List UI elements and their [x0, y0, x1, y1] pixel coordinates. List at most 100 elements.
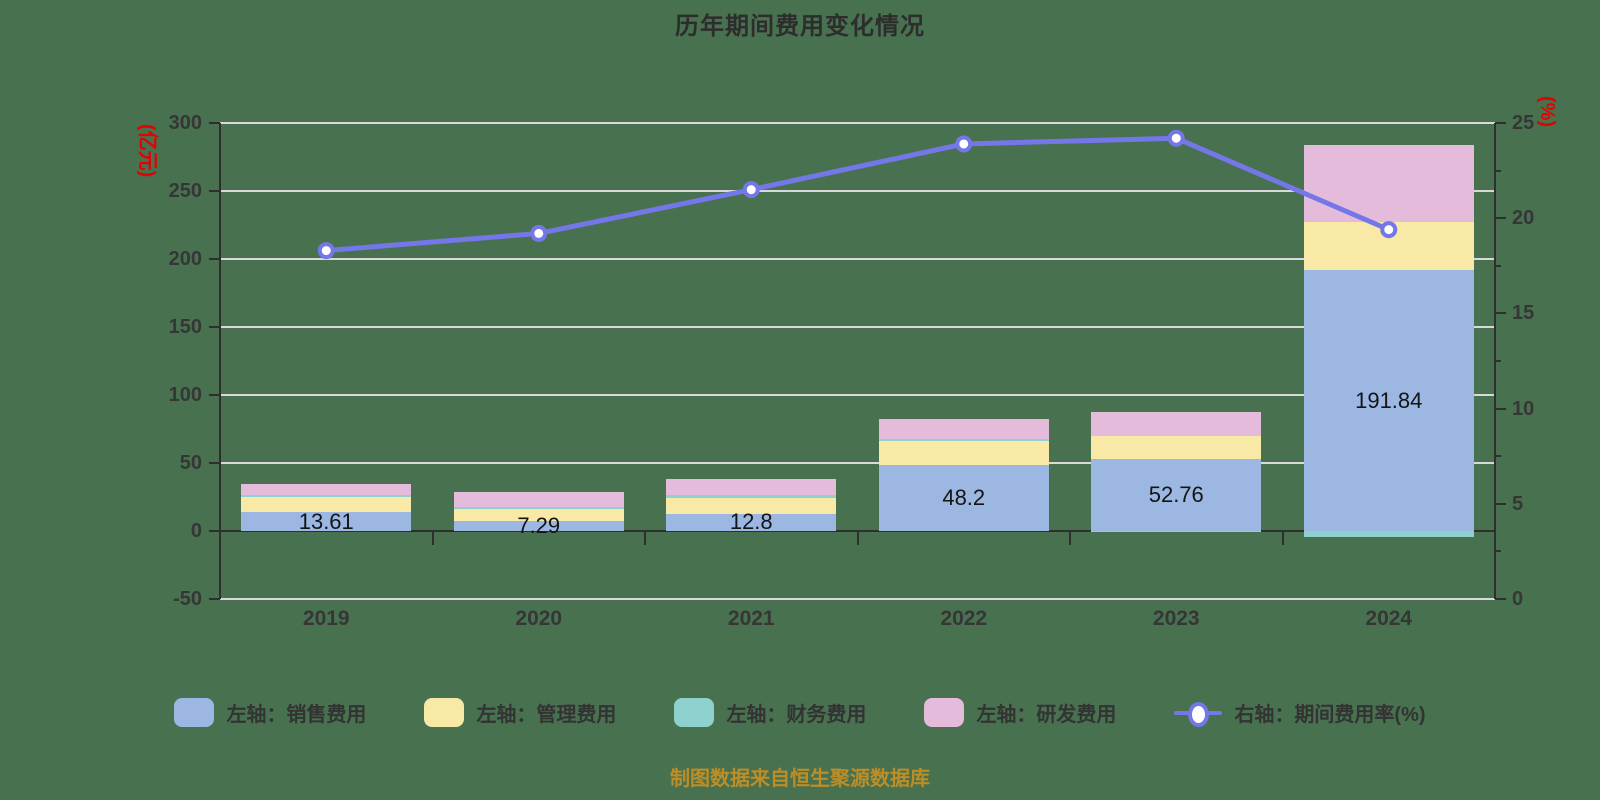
left-axis-tick-label: -50 [173, 588, 202, 610]
x-axis-label: 2023 [1152, 607, 1200, 630]
right-axis-minor-tick [1495, 550, 1501, 553]
x-axis-label: 2022 [940, 607, 988, 630]
bar-segment-rnd[interactable] [453, 492, 624, 508]
bar-segment-rnd[interactable] [241, 484, 412, 495]
bar-segment-rnd[interactable] [1091, 411, 1262, 436]
left-axis-tick [209, 394, 220, 396]
bar-segment-finance[interactable] [1303, 531, 1474, 537]
left-axis-tick-label: 250 [168, 180, 202, 202]
legend: 左轴：销售费用 左轴：管理费用 左轴：财务费用 左轴：研发费用 右轴：期间费用率(%) [0, 698, 1600, 727]
left-axis-tick [209, 190, 220, 192]
legend-label: 左轴：销售费用 [226, 704, 367, 726]
left-axis-tick-label: 0 [190, 520, 202, 542]
rate-line-marker[interactable] [317, 242, 335, 260]
bar-segment-sales[interactable] [1091, 459, 1262, 531]
left-axis-line [219, 123, 221, 599]
grid-line [220, 598, 1495, 600]
right-axis-minor-tick [1495, 455, 1501, 458]
bar-value-label: 191.84 [1355, 387, 1423, 413]
right-axis-tick-label: 0 [1512, 588, 1524, 610]
bar-value-label: 12.8 [729, 509, 773, 535]
bar-segment-admin[interactable] [878, 440, 1049, 466]
bar-value-label: 48.2 [942, 485, 986, 511]
chart-title: 历年期间费用变化情况 [675, 13, 925, 40]
bar-segment-sales[interactable] [666, 513, 837, 531]
rate-line-marker[interactable] [742, 181, 760, 199]
legend-swatch-icon [424, 698, 465, 727]
left-axis-tick-label: 100 [168, 384, 202, 406]
legend-item-admin[interactable]: 左轴：管理费用 [424, 698, 616, 727]
rate-line [326, 135, 1390, 254]
right-axis-tick [1495, 598, 1506, 600]
grid-line [220, 258, 1495, 260]
bar-segment-admin[interactable] [241, 497, 412, 513]
right-axis-tick-label: 5 [1512, 492, 1524, 515]
bar-segment-sales[interactable] [1303, 270, 1474, 531]
left-axis-tick [209, 530, 220, 532]
grid-line [220, 394, 1495, 396]
rate-line-marker[interactable] [955, 135, 973, 153]
x-axis-tick [644, 531, 646, 545]
left-axis-tick [209, 326, 220, 328]
bar-segment-sales[interactable] [453, 521, 624, 531]
legend-item-rnd[interactable]: 左轴：研发费用 [924, 698, 1116, 727]
bar-segment-sales[interactable] [878, 465, 1049, 531]
right-axis-tick [1495, 312, 1506, 315]
bar-segment-admin[interactable] [1091, 435, 1262, 460]
left-axis-tick [209, 462, 220, 464]
rate-line-marker[interactable] [530, 224, 548, 242]
x-axis-tick [1281, 531, 1284, 545]
bar-segment-rnd[interactable] [666, 479, 837, 496]
data-source-credit: 制图数据来自恒生聚源数据库 [670, 768, 930, 790]
bar-segment-rnd[interactable] [1303, 145, 1474, 222]
left-axis-tick [209, 598, 220, 600]
bar-value-label: 7.29 [517, 513, 561, 539]
legend-item-finance[interactable]: 左轴：财务费用 [674, 698, 866, 727]
right-axis-tick [1495, 122, 1506, 124]
grid-line [220, 326, 1495, 328]
bar-value-label: 52.76 [1148, 482, 1204, 508]
legend-label: 右轴：期间费用率(%) [1234, 704, 1426, 726]
bar-segment-rnd[interactable] [878, 418, 1049, 439]
right-axis-tick-label: 15 [1512, 302, 1535, 325]
bar-segment-finance[interactable] [241, 494, 412, 498]
legend-swatch-icon [174, 698, 215, 727]
x-axis-label: 2021 [727, 607, 775, 630]
legend-label: 左轴：财务费用 [726, 704, 867, 726]
legend-item-rate[interactable]: 右轴：期间费用率(%) [1174, 698, 1426, 727]
right-axis-tick [1495, 407, 1506, 410]
bar-segment-finance[interactable] [1091, 531, 1262, 532]
x-axis-label: 2020 [515, 607, 563, 630]
legend-label: 左轴：管理费用 [476, 704, 617, 726]
legend-line-dot [1188, 702, 1210, 727]
bar-segment-finance[interactable] [666, 495, 837, 498]
legend-label: 左轴：研发费用 [976, 704, 1117, 726]
bar-segment-admin[interactable] [453, 509, 624, 522]
left-axis-tick-label: 150 [168, 316, 202, 338]
legend-swatch-icon [674, 698, 715, 727]
x-axis-tick [856, 531, 859, 545]
bar-segment-admin[interactable] [666, 497, 837, 514]
left-axis-tick [209, 258, 220, 260]
legend-line-marker-icon [1174, 698, 1223, 727]
left-axis-tick-label: 50 [179, 452, 202, 474]
bar-value-label: 13.61 [298, 508, 354, 534]
right-axis-minor-tick [1495, 360, 1501, 362]
bar-segment-finance[interactable] [878, 438, 1049, 441]
x-axis-label: 2019 [302, 607, 350, 630]
right-axis-tick-label: 25 [1512, 112, 1535, 134]
legend-item-sales[interactable]: 左轴：销售费用 [174, 698, 366, 727]
right-axis-tick-label: 10 [1512, 397, 1535, 420]
legend-swatch-icon [924, 698, 965, 727]
left-axis-tick-label: 200 [168, 248, 202, 270]
rate-line-marker[interactable] [1167, 129, 1185, 147]
right-axis-tick [1495, 217, 1506, 220]
grid-line [220, 462, 1495, 464]
x-axis-tick [219, 531, 221, 545]
x-axis-tick [1069, 531, 1071, 545]
rate-line-marker[interactable] [1380, 221, 1398, 239]
right-axis-tick [1495, 502, 1506, 505]
bar-segment-finance[interactable] [453, 507, 624, 510]
bar-segment-sales[interactable] [241, 512, 412, 531]
